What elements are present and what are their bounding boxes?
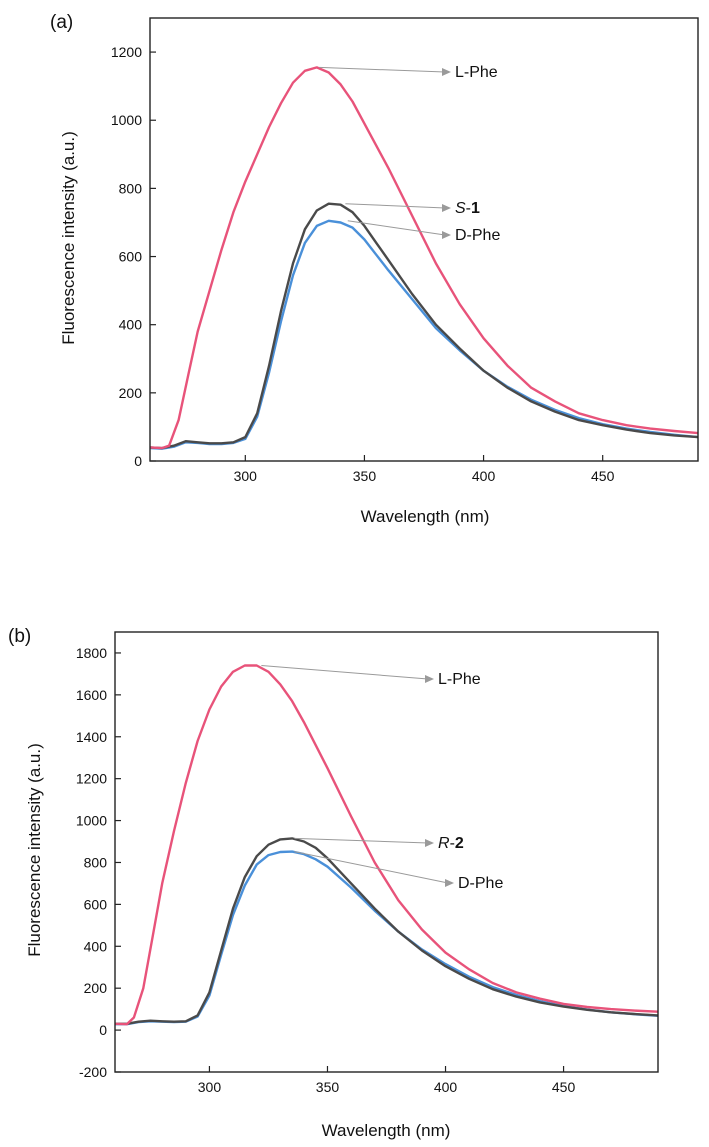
y-tick-label: 1400	[76, 729, 107, 745]
y-tick-label: 600	[119, 249, 143, 265]
y-tick-label: 0	[134, 453, 142, 469]
annotation-arrowhead	[445, 879, 454, 887]
annotation-label: D-Phe	[458, 875, 503, 892]
y-tick-label: 200	[119, 385, 143, 401]
chart-panel-b: (b) Wavelength (nm) Fluorescence intensi…	[8, 626, 659, 1140]
x-tick-label: 350	[353, 468, 377, 484]
series-line-l-phe	[115, 664, 658, 1026]
annotation-leader-line	[294, 837, 429, 844]
annotation-label: D-Phe	[455, 227, 500, 244]
y-tick-label: -200	[79, 1064, 107, 1080]
annotation-label: R-2	[438, 835, 464, 852]
x-axis-label-a: Wavelength (nm)	[361, 507, 490, 526]
x-tick-label: 300	[234, 468, 258, 484]
y-tick-label: 1000	[111, 112, 142, 128]
plot-area-b: 300 350 400 450 -200 0 200 400 600 800 1000 1200 140…	[76, 645, 658, 1095]
x-tick-label: 450	[591, 468, 615, 484]
annotation-arrowhead	[442, 68, 451, 76]
annotation-label: L-Phe	[438, 671, 481, 688]
annotation-leader-line	[345, 203, 446, 209]
series-line-d-phe	[150, 219, 698, 450]
y-tick-label: 0	[99, 1022, 107, 1038]
y-tick-label: 1600	[76, 687, 107, 703]
plot-frame-a	[149, 17, 699, 462]
annotation-leader-line	[294, 851, 449, 884]
x-tick-label: 400	[472, 468, 496, 484]
y-tick-label: 1200	[76, 771, 107, 787]
y-tick-label: 1200	[111, 44, 142, 60]
x-tick-label: 300	[198, 1079, 222, 1095]
annotation-label: L-Phe	[455, 64, 498, 81]
y-axis-label-a: Fluorescence intensity (a.u.)	[59, 131, 78, 345]
series-line-r-2	[115, 837, 658, 1025]
panel-label-b: (b)	[8, 626, 31, 647]
x-tick-label: 450	[552, 1079, 576, 1095]
annotation-arrowhead	[425, 675, 434, 683]
y-tick-label: 800	[84, 854, 108, 870]
y-tick-label: 600	[84, 896, 108, 912]
annotation-leader-line	[347, 220, 446, 236]
annotation-leader-line	[261, 665, 429, 680]
series-line-d-phe	[115, 850, 658, 1026]
chart-panel-a: (a) Wavelength (nm) Fluorescence intensi…	[50, 12, 699, 526]
y-tick-label: 400	[119, 317, 143, 333]
annotation-arrowhead	[425, 839, 434, 847]
panel-label-a: (a)	[50, 12, 73, 33]
annotation-arrowhead	[442, 204, 451, 212]
annotation-label: S-1	[455, 200, 480, 217]
series-line-s-1	[150, 202, 698, 450]
y-tick-label: 800	[119, 180, 143, 196]
y-tick-label: 1000	[76, 813, 107, 829]
plot-area-a: 300 350 400 450 0 200 400 600 800 1000 1200 L-Phe S-…	[111, 44, 698, 484]
annotation-arrowhead	[442, 231, 451, 239]
annotation-leader-line	[319, 66, 446, 73]
y-tick-label: 400	[84, 938, 108, 954]
y-tick-label: 1800	[76, 645, 107, 661]
x-tick-label: 350	[316, 1079, 340, 1095]
plot-frame-b	[114, 631, 659, 1073]
y-axis-label-b: Fluorescence intensity (a.u.)	[25, 743, 44, 957]
series-line-l-phe	[150, 66, 698, 450]
x-axis-label-b: Wavelength (nm)	[322, 1121, 451, 1140]
y-tick-label: 200	[84, 980, 108, 996]
x-tick-label: 400	[434, 1079, 458, 1095]
